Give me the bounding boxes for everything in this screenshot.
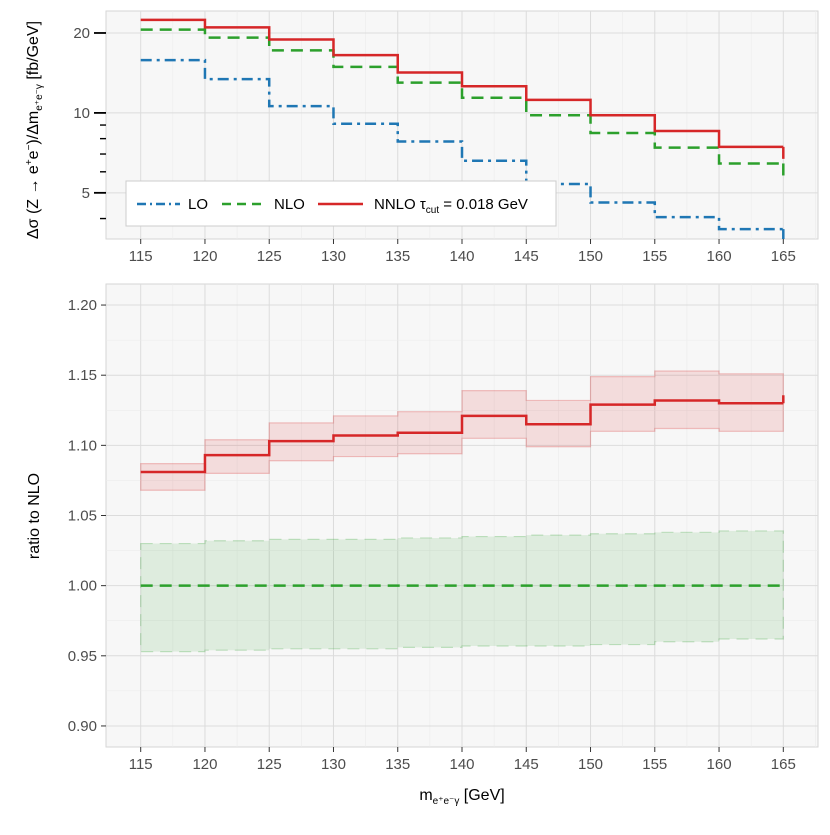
axes-layer: 115 120 125 130 135 140 145 150 155 160 165 115 120 1… [68,25,796,773]
lines-layer [140,18,785,587]
top-x-tick-label: 165 [771,248,796,265]
bottom-x-tick-label: 120 [192,756,217,773]
bottom-x-tick-label: 160 [707,756,732,773]
top-x-tick-label: 130 [321,248,346,265]
legend-label-lo: LO [188,196,208,213]
bottom-x-tick-label: 155 [642,756,667,773]
top-x-tick-label: 135 [385,248,410,265]
bottom-y-tick-label: 1.15 [68,367,97,384]
bottom-y-tick-label: 1.00 [68,578,97,595]
bottom-x-tick-label: 140 [449,756,474,773]
bottom-x-tick-label: 135 [385,756,410,773]
legend-label-nlo: NLO [274,196,305,213]
top-y-axis-title: Δσ (Z → e+e−)/Δme⁺e⁻γ [fb/GeV] [24,21,45,239]
bottom-series-line-nnlo [140,399,784,474]
top-y-tick-label: 10 [73,105,90,122]
x-axis-title: me⁺e⁻γ [GeV] [419,787,504,807]
top-x-tick-label: 155 [642,248,667,265]
top-x-tick-label: 150 [578,248,603,265]
bottom-x-tick-label: 125 [257,756,282,773]
top-y-tick-label: 5 [82,185,90,202]
bottom-y-axis-title: ratio to NLO [26,473,43,559]
bottom-x-tick-label: 115 [129,756,153,773]
top-x-tick-label: 115 [129,248,153,265]
top-x-tick-label: 125 [257,248,282,265]
legend: LO NLO NNLO τcut = 0.018 GeV [125,180,557,227]
top-series-line-lo [140,58,784,231]
top-x-tick-label: 160 [707,248,732,265]
bottom-y-tick-label: 0.95 [68,648,97,665]
bottom-y-tick-label: 1.20 [68,297,97,314]
bottom-x-tick-label: 145 [514,756,539,773]
bottom-band-nlo [140,530,784,653]
top-y-tick-label: 20 [73,25,90,42]
bottom-y-tick-label: 1.05 [68,508,97,525]
bottom-y-tick-label: 0.90 [68,718,97,735]
legend-label-nnlo: NNLO τcut = 0.018 GeV [374,196,528,216]
top-x-tick-label: 145 [514,248,539,265]
top-x-tick-label: 120 [192,248,217,265]
bottom-x-tick-label: 130 [321,756,346,773]
top-series-line-nnlo [140,18,784,149]
top-x-tick-label: 140 [449,248,474,265]
bottom-x-tick-label: 165 [771,756,796,773]
bottom-y-tick-label: 1.10 [68,437,97,454]
bottom-x-tick-label: 150 [578,756,603,773]
